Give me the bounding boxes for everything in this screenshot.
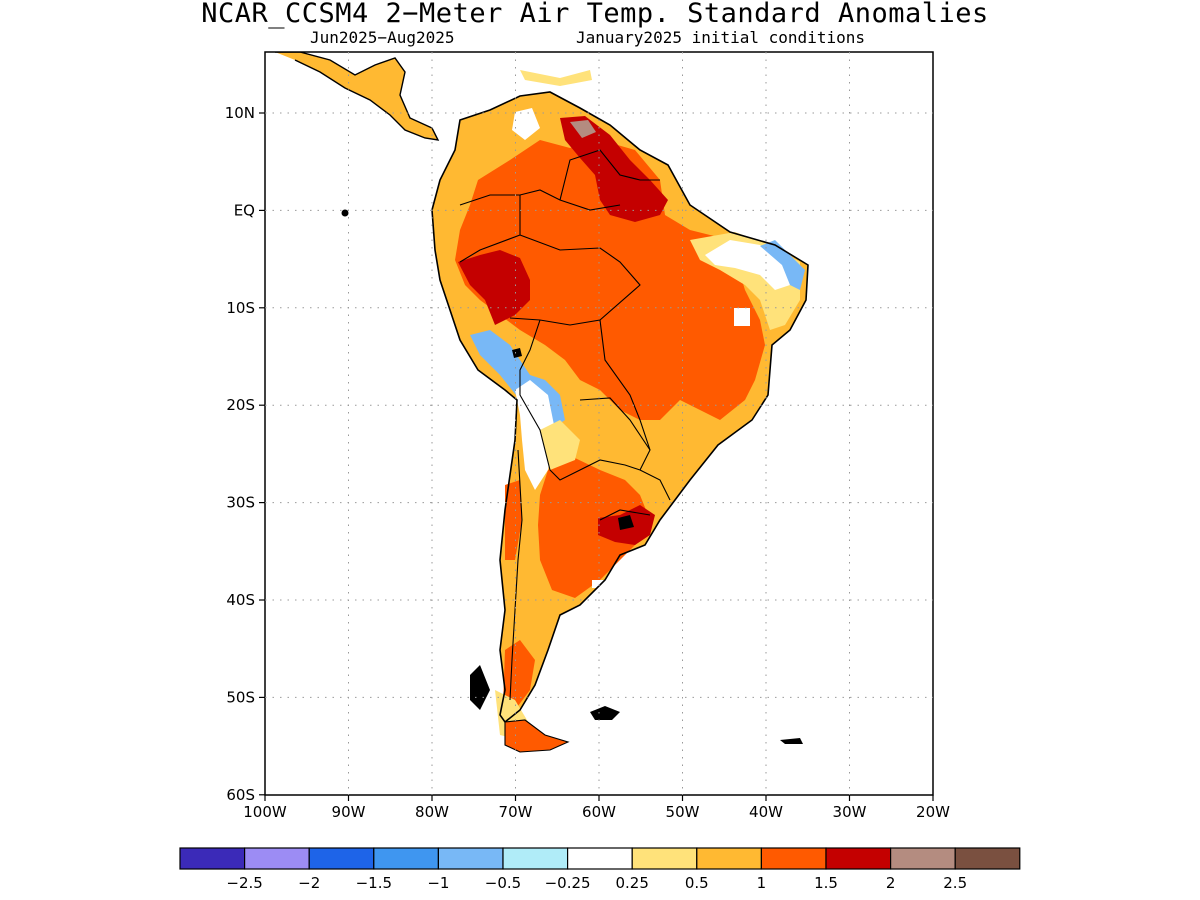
galapagos-islands: [341, 209, 349, 217]
colorbar-swatch: [889, 847, 956, 870]
colorbar-swatch: [696, 847, 762, 870]
colorbar-tick-label: −2: [298, 874, 320, 892]
colorbar-tick-label: 2.5: [943, 874, 967, 892]
falkland-islands: [590, 706, 620, 720]
anomaly-near-zero-andes: [515, 380, 555, 490]
lon-label: 20W: [916, 803, 950, 821]
lon-label: 50W: [666, 803, 700, 821]
anomaly-0.25-to-0.5-andes: [540, 420, 580, 470]
colorbar-swatch: [373, 847, 439, 870]
lon-label: 70W: [499, 803, 533, 821]
colorbar-tick-label: −1.5: [356, 874, 392, 892]
map-title: NCAR_CCSM4 2−Meter Air Temp. Standard An…: [201, 0, 989, 29]
anomaly-near-zero-colombia: [512, 108, 540, 140]
colorbar-swatch: [308, 847, 375, 870]
colorbar-swatch: [179, 847, 246, 870]
lon-label: 80W: [415, 803, 449, 821]
lat-label: 40S: [226, 591, 255, 609]
anomaly-2-to-2.5-venezuela: [570, 120, 596, 138]
colorbar-labels: −2.5 −2 −1.5 −1 −0.5 −0.25 0.25 0.5 1 1.5 2 2.5: [226, 874, 967, 892]
anomaly-near-zero-patch: [734, 308, 750, 326]
lat-label: 50S: [226, 688, 255, 706]
colorbar-tick-label: −0.5: [485, 874, 521, 892]
anomaly-1.5-to-2-amazon-west: [458, 250, 530, 325]
anomaly-0.5-to-0.25-negative-northeast: [760, 240, 805, 290]
central-america-coastline: [275, 52, 440, 141]
latitude-labels: 10N EQ 10S 20S 30S 40S 50S 60S: [225, 104, 255, 804]
colorbar-tick-label: −0.25: [545, 874, 591, 892]
axis-ticks: [259, 112, 934, 801]
anomaly-1.5-to-2-guianas: [560, 116, 668, 222]
colorbar-swatch: [437, 847, 504, 870]
central-america-landmass: [275, 52, 438, 140]
lat-label: 30S: [226, 494, 255, 512]
map-layers: [275, 52, 809, 753]
lon-label: 30W: [833, 803, 867, 821]
colorbar-tick-label: 1: [757, 874, 767, 892]
lon-label: 90W: [332, 803, 366, 821]
anomaly-1-to-1.5-patagonia: [503, 640, 535, 710]
lat-label: 60S: [226, 786, 255, 804]
south-georgia: [780, 738, 803, 744]
colorbar-tick-label: −2.5: [226, 874, 262, 892]
chile-fjords: [470, 665, 490, 710]
anomaly-1-to-1.5-south: [538, 458, 650, 598]
anomaly-1-to-1.5-chile: [505, 480, 522, 560]
lake-titicaca: [512, 348, 522, 358]
lat-label: EQ: [234, 201, 255, 219]
colorbar-swatch: [954, 847, 1021, 870]
country-borders: [459, 149, 671, 701]
lat-label: 20S: [226, 396, 255, 414]
lon-label: 100W: [243, 803, 287, 821]
colorbar-swatch: [760, 847, 827, 870]
tierra-del-fuego: [504, 719, 570, 753]
south-america-coastline: [431, 91, 809, 724]
colorbar-swatch: [502, 847, 569, 870]
lagoa-dos-patos: [618, 515, 634, 530]
colorbar-tick-label: 0.5: [685, 874, 709, 892]
caribbean-islands: [520, 70, 592, 86]
longitude-labels: 100W 90W 80W 70W 60W 50W 40W 30W 20W: [243, 803, 950, 821]
colorbar-swatch: [566, 847, 633, 870]
colorbar-tick-label: 0.25: [615, 874, 648, 892]
anomaly-1-to-1.5-north: [455, 140, 765, 420]
lat-label: 10S: [226, 299, 255, 317]
forecast-period: Jun2025−Aug2025: [310, 28, 455, 47]
anomaly-near-zero-argentina-coast: [592, 580, 614, 588]
colorbar-swatch: [825, 847, 892, 870]
colorbar-swatch: [244, 847, 310, 870]
lat-label: 10N: [225, 104, 255, 122]
colorbar-tick-label: 2: [886, 874, 896, 892]
initial-conditions: January2025 initial conditions: [576, 28, 865, 47]
colorbar: [179, 847, 1021, 870]
colorbar-tick-label: 1.5: [814, 874, 838, 892]
lon-label: 40W: [749, 803, 783, 821]
lon-label: 60W: [582, 803, 616, 821]
colorbar-tick-label: −1: [427, 874, 449, 892]
colorbar-swatch: [631, 847, 698, 870]
